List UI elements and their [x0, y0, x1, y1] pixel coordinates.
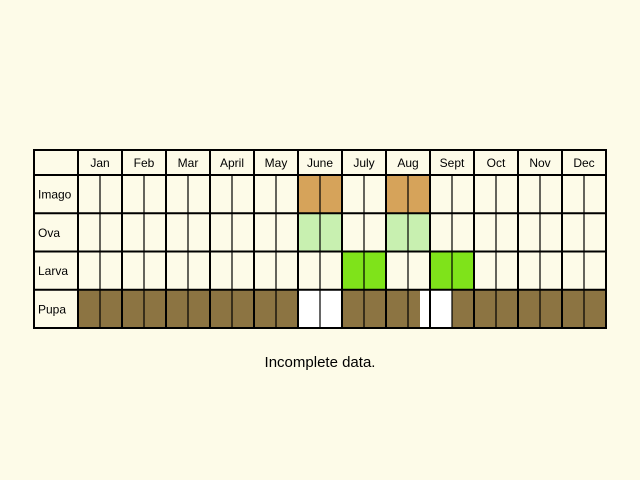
calendar-grid: [33, 149, 607, 329]
month-label-july: July: [353, 156, 374, 170]
pupa-cell-dec-early: [562, 289, 584, 328]
month-label-nov: Nov: [529, 156, 550, 170]
pupa-cell-feb-late: [144, 289, 166, 328]
pupa-cell-oct-late: [496, 289, 518, 328]
larva-cell-july-early: [342, 251, 364, 290]
stage-label-imago: Imago: [38, 188, 72, 202]
stage-label-ova: Ova: [38, 226, 60, 240]
ova-cell-june-late: [320, 213, 342, 252]
stage-label-larva: Larva: [38, 264, 68, 278]
pupa-gap-3: [420, 289, 430, 328]
imago-cell-june-early: [298, 175, 320, 214]
pupa-cell-jan-early: [78, 289, 100, 328]
ova-cell-aug-early: [386, 213, 408, 252]
table-border: [33, 149, 607, 329]
pupa-cell-dec-late: [584, 289, 606, 328]
month-label-sept: Sept: [440, 156, 465, 170]
pupa-cell-may-early: [254, 289, 276, 328]
larva-cell-sept-early: [430, 251, 452, 290]
incomplete-data-note: Incomplete data.: [264, 354, 376, 371]
month-label-aug: Aug: [397, 156, 418, 170]
pupa-cell-feb-early: [122, 289, 144, 328]
pupa-cell-june-early: [298, 289, 320, 328]
imago-cell-aug-early: [386, 175, 408, 214]
month-label-feb: Feb: [134, 156, 155, 170]
calendar-labels: Jan Feb Mar April May June July Aug Sept Oct Nov De…: [38, 156, 595, 316]
pupa-cell-mar-late: [188, 289, 210, 328]
month-label-may: May: [265, 156, 288, 170]
pupa-cell-may-late: [276, 289, 298, 328]
pupa-cell-aug-early: [386, 289, 408, 328]
pupa-cell-nov-late: [540, 289, 562, 328]
month-label-june: June: [307, 156, 333, 170]
pupa-cell-july-late: [364, 289, 386, 328]
larva-cell-sept-late: [452, 251, 474, 290]
imago-cell-aug-late: [408, 175, 430, 214]
month-label-apr: April: [220, 156, 244, 170]
pupa-gap-2: [332, 289, 342, 328]
pupa-cell-apr-late: [232, 289, 254, 328]
pupa-cell-mar-early: [166, 289, 188, 328]
pupa-cell-sept-early: [430, 289, 452, 328]
month-label-jan: Jan: [90, 156, 109, 170]
pupa-cell-nov-early: [518, 289, 540, 328]
pupa-cell-sept-late: [452, 289, 474, 328]
imago-cell-june-late: [320, 175, 342, 214]
stage-label-pupa: Pupa: [38, 302, 66, 316]
ova-cell-june-early: [298, 213, 320, 252]
month-label-dec: Dec: [573, 156, 594, 170]
pupa-cell-oct-early: [474, 289, 496, 328]
month-label-oct: Oct: [487, 156, 506, 170]
month-label-mar: Mar: [178, 156, 199, 170]
larva-cell-july-late: [364, 251, 386, 290]
pupa-cell-jan-late: [100, 289, 122, 328]
ova-cell-aug-late: [408, 213, 430, 252]
pupa-cell-july-early: [342, 289, 364, 328]
pupa-cell-apr-early: [210, 289, 232, 328]
